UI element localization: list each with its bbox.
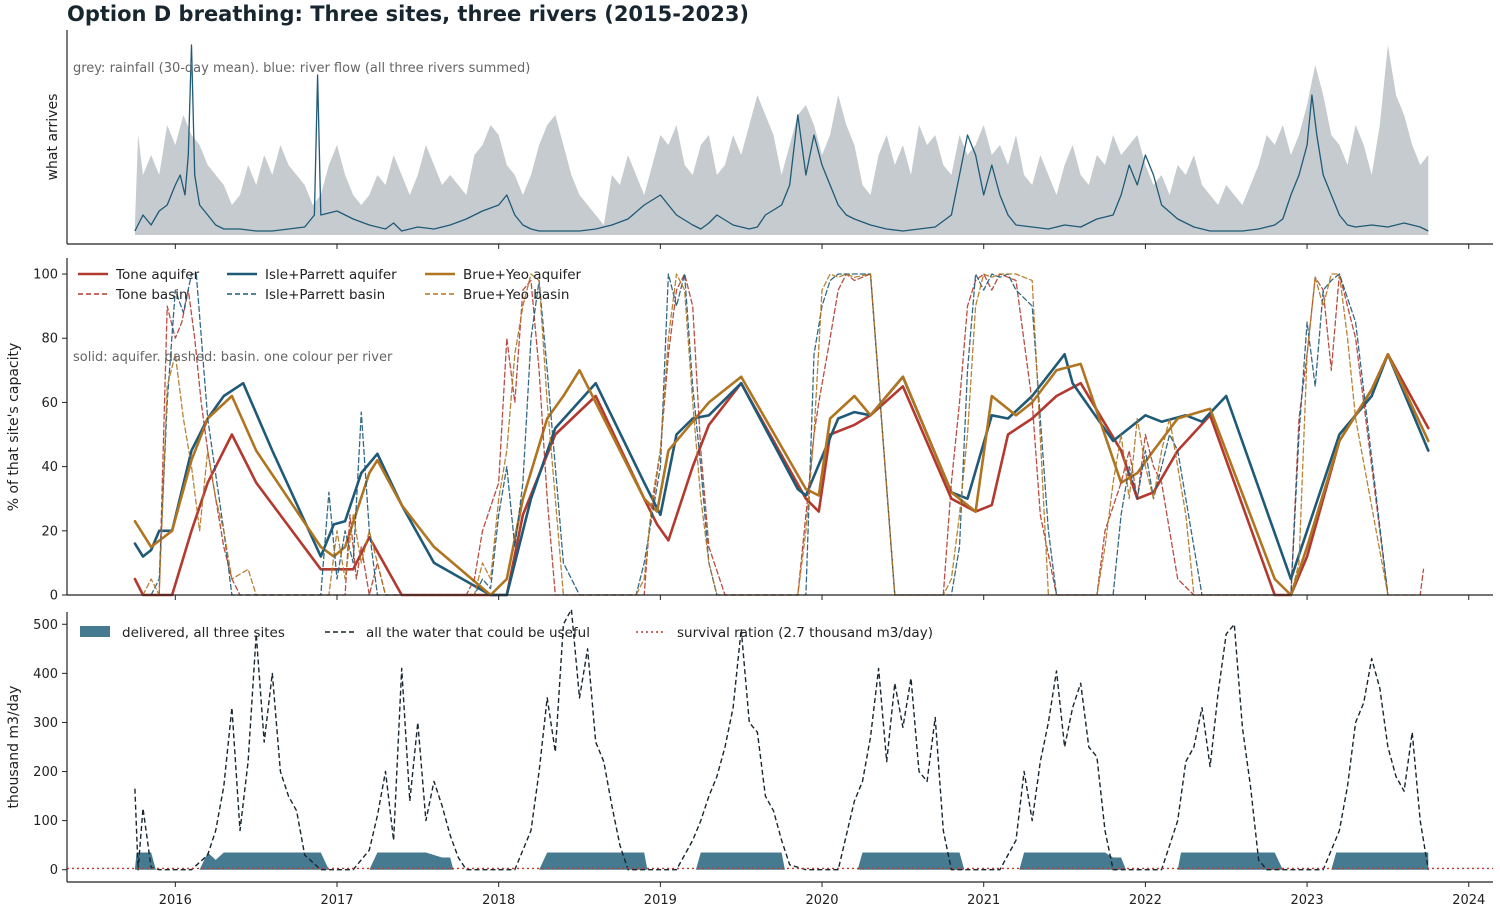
legend-label: Brue+Yeo aquifer [463, 267, 582, 283]
legend-label: delivered, all three sites [122, 625, 285, 641]
x-tick-label: 2021 [967, 893, 1000, 908]
delivery-plot-area [67, 608, 1493, 871]
legend-label: all the water that could be useful [366, 625, 590, 641]
rainfall-area [134, 45, 1429, 235]
delivery-legend: delivered, all three sites all the water … [80, 625, 933, 641]
y-tick-label: 500 [33, 618, 58, 633]
delivery-x-ticks: 2016 2017 2018 2019 2020 2021 2022 2023 2024 [159, 882, 1485, 908]
legend-swatch-delivered [80, 626, 110, 637]
y-tick-label: 200 [33, 765, 58, 780]
isle-aquifer-line [133, 352, 1430, 597]
capacity-legend: Tone aquifer Tone basin Isle+Parrett aquif… [78, 267, 582, 303]
y-tick-label: 20 [41, 524, 58, 539]
delivered-area [134, 852, 1429, 870]
y-tick-label: 0 [50, 589, 58, 604]
useful-water-line [134, 608, 1429, 871]
panel-capacity: 0 20 40 60 80 100 solid: aquifer. dashed: bas… [6, 258, 1493, 604]
delivery-y-ticks: 0 100 200 300 400 500 [33, 618, 67, 878]
x-tick-label: 2017 [320, 893, 353, 908]
legend-label: Brue+Yeo basin [463, 287, 569, 303]
river-flow-line [134, 44, 1429, 232]
arrivals-annotation: grey: rainfall (30-day mean). blue: rive… [73, 61, 530, 76]
y-tick-label: 60 [41, 396, 58, 411]
x-tick-label: 2022 [1129, 893, 1162, 908]
arrivals-plot-area [134, 44, 1429, 235]
arrivals-x-ticks [174, 244, 1470, 249]
capacity-annotation: solid: aquifer. dashed: basin. one colou… [73, 350, 393, 365]
y-tick-label: 400 [33, 667, 58, 682]
y-tick-label: 80 [41, 332, 58, 347]
y-tick-label: 0 [50, 863, 58, 878]
x-tick-label: 2024 [1452, 893, 1485, 908]
capacity-x-ticks [174, 595, 1470, 600]
x-tick-label: 2023 [1291, 893, 1324, 908]
arrivals-y-label: what arrives [45, 94, 61, 181]
legend-label: Tone aquifer [115, 267, 200, 283]
y-tick-label: 100 [33, 268, 58, 283]
legend-label: survival ration (2.7 thousand m3/day) [677, 625, 933, 641]
y-tick-label: 100 [33, 814, 58, 829]
brue-basin-line [142, 273, 1389, 596]
y-tick-label: 40 [41, 460, 58, 475]
capacity-y-label: % of that site's capacity [6, 343, 22, 512]
x-tick-label: 2016 [159, 893, 192, 908]
panel-arrivals: grey: rainfall (30-day mean). blue: rive… [45, 30, 1493, 249]
capacity-plot-area [133, 273, 1430, 597]
brue-aquifer-line [133, 352, 1430, 597]
legend-label: Isle+Parrett aquifer [265, 267, 397, 283]
x-tick-label: 2020 [805, 893, 838, 908]
y-tick-label: 300 [33, 716, 58, 731]
panel-delivery: 0 100 200 300 400 500 2016 2017 2018 2019 2020 202… [6, 608, 1493, 908]
x-tick-label: 2019 [644, 893, 677, 908]
legend-label: Isle+Parrett basin [265, 287, 385, 303]
legend-label: Tone basin [115, 287, 188, 303]
x-tick-label: 2018 [482, 893, 515, 908]
capacity-y-ticks: 0 20 40 60 80 100 [33, 268, 67, 604]
figure-title: Option D breathing: Three sites, three r… [67, 2, 750, 26]
delivery-y-label: thousand m3/day [6, 686, 22, 809]
